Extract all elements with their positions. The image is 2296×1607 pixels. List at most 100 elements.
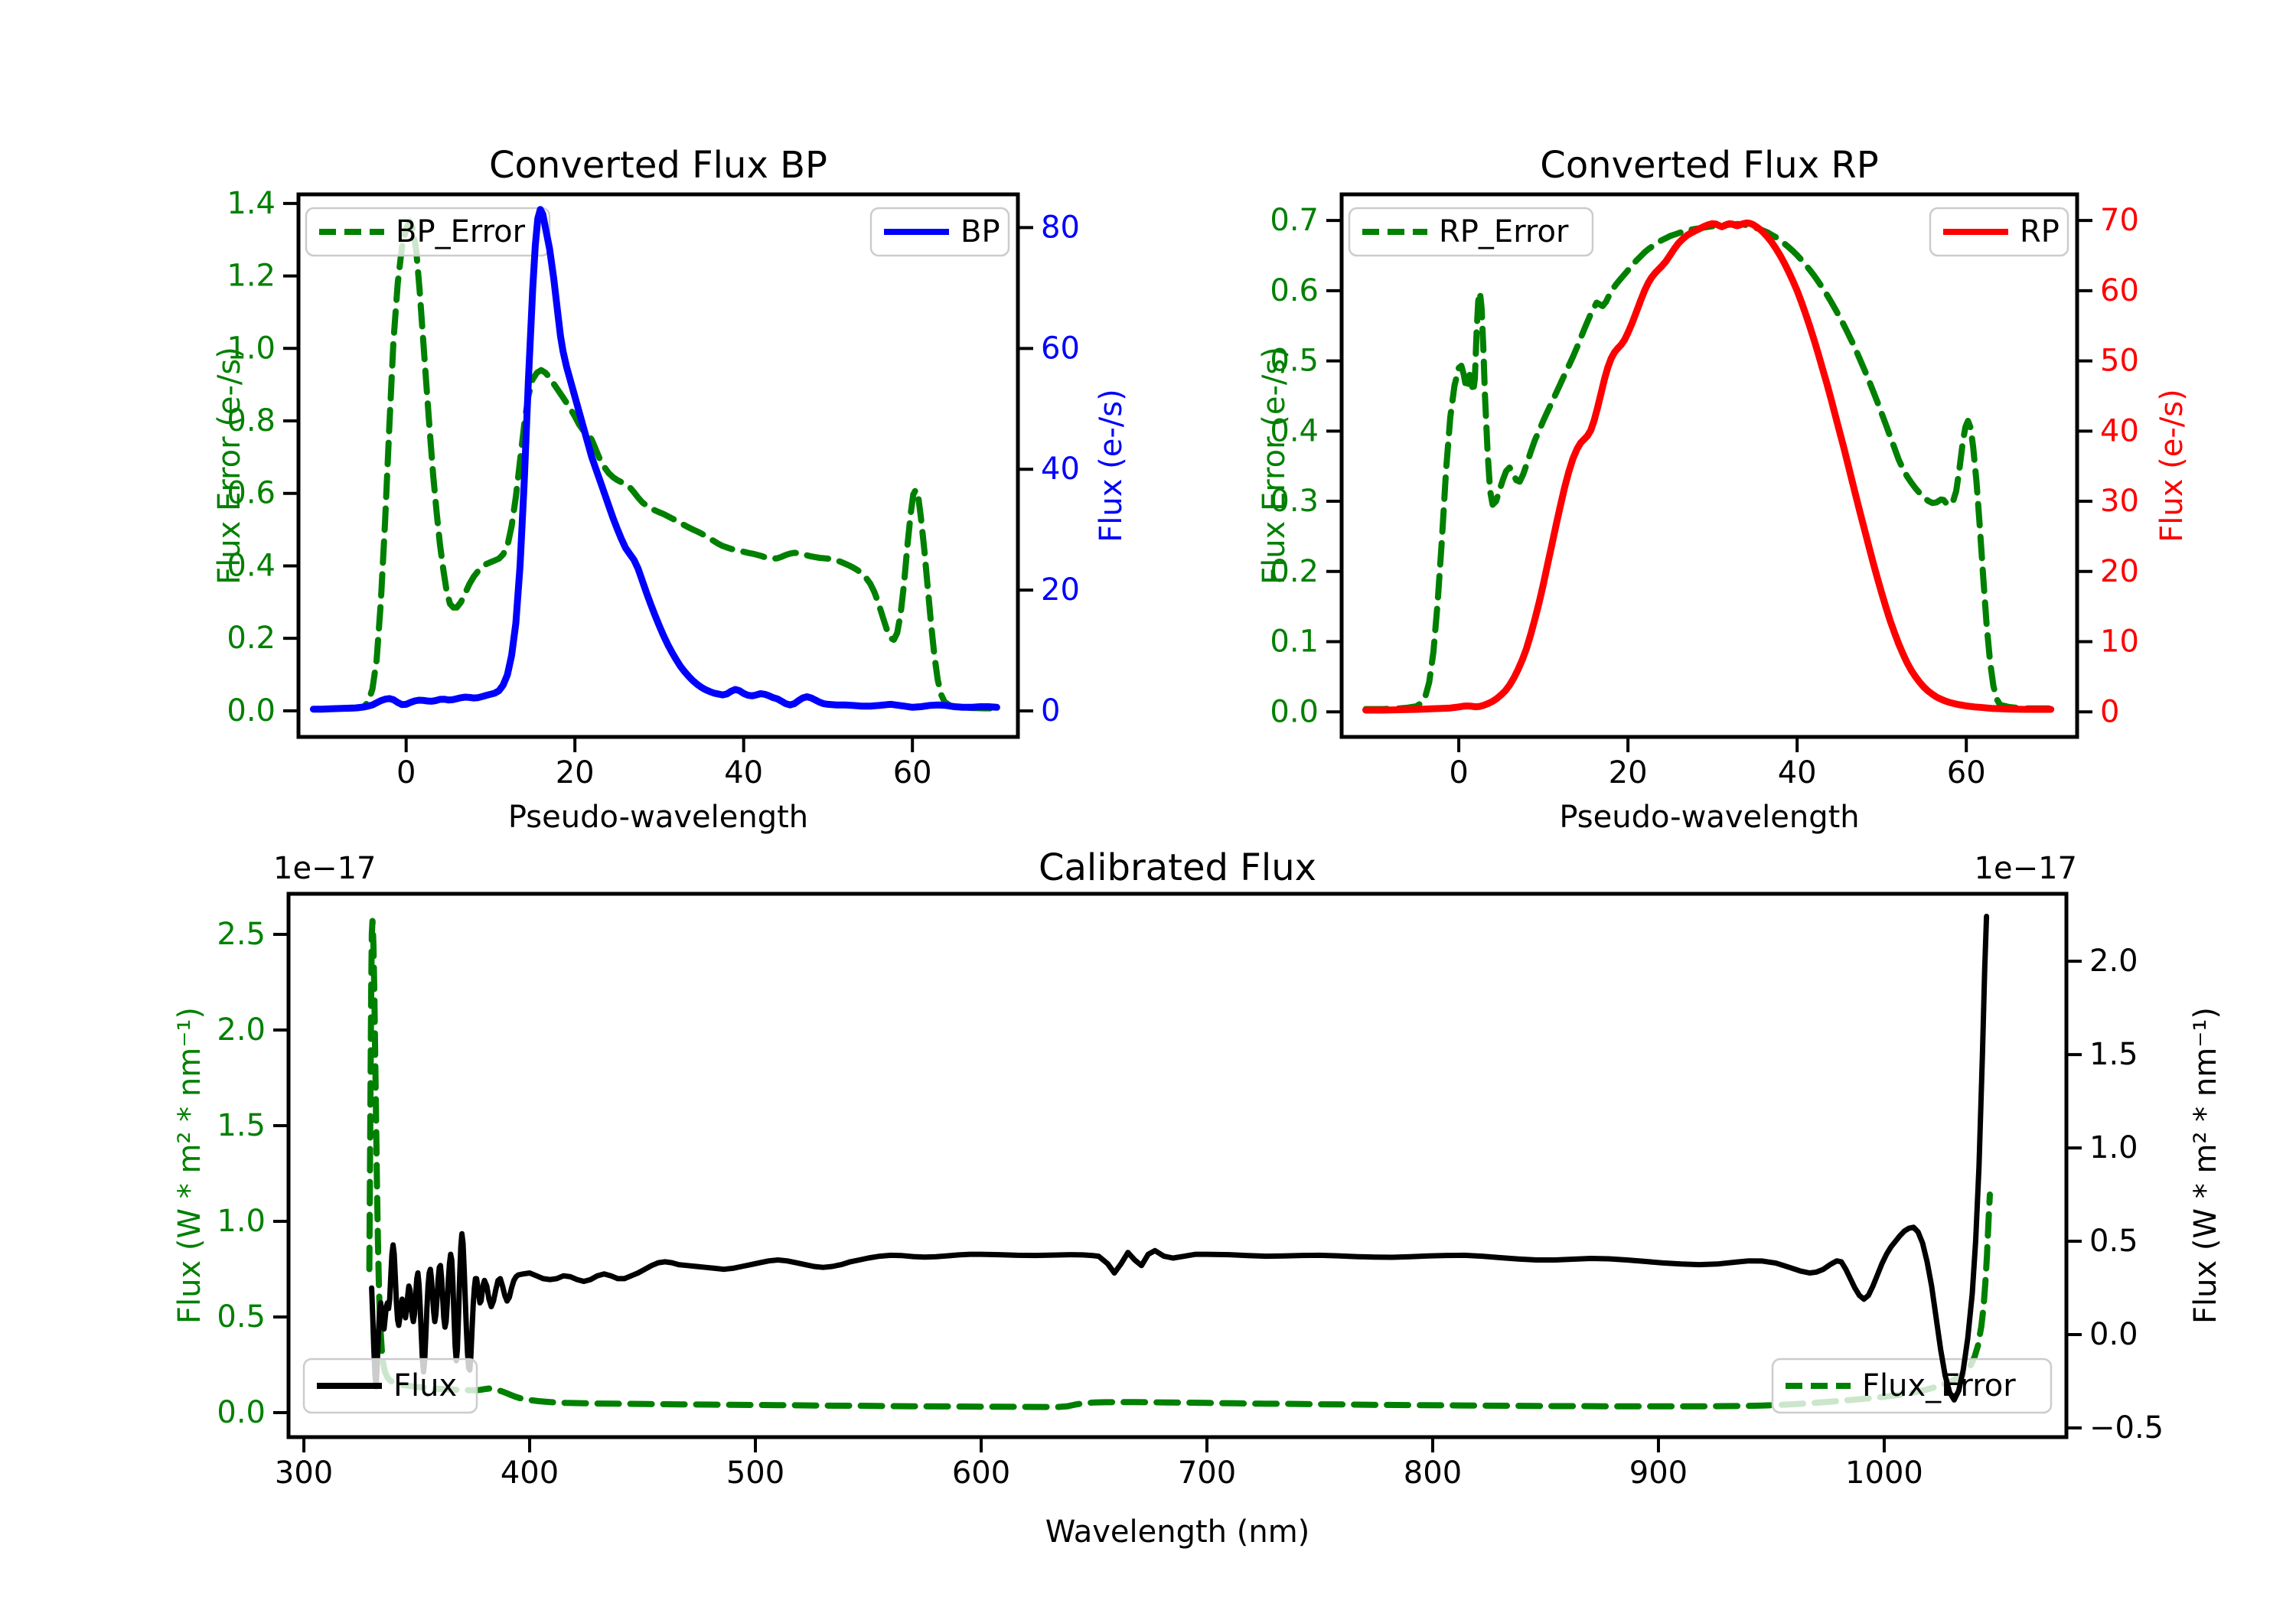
right-tick-label: 10	[2100, 624, 2139, 660]
left-tick-label: 0.6	[1270, 273, 1319, 308]
left-tick-label: 0.2	[1270, 554, 1319, 589]
left-tick-label: 0.5	[217, 1299, 266, 1335]
rp-subplot: 0 20 40 60 0.0 0.1 0.2 0.3 0.4 0.5 0.6 0.7 0 10 20 30 40…	[1257, 192, 2190, 835]
left-tick-label: 0.0	[227, 693, 276, 729]
x-tick-label: 40	[1778, 755, 1817, 790]
legend-label: BP	[960, 214, 1000, 249]
right-tick-label: 1.0	[2089, 1130, 2138, 1165]
legend-label: BP_Error	[396, 214, 526, 249]
left-tick-label: 1.2	[227, 259, 276, 294]
right-tick-label: 0	[1041, 693, 1060, 729]
legend-box	[1771, 1358, 2053, 1414]
left-offset-text: 1e−17	[273, 851, 376, 886]
left-tick-label: 1.0	[217, 1204, 266, 1239]
x-tick-label: 60	[1947, 755, 1986, 790]
legend-bp-error: BP_Error	[305, 207, 551, 257]
left-tick-label: 0.2	[227, 621, 276, 656]
left-tick-label: 0.8	[227, 403, 276, 438]
right-tick-label: 40	[2100, 413, 2139, 448]
left-tick-label: 0.4	[227, 548, 276, 583]
right-tick-label: 40	[1041, 451, 1080, 487]
left-tick-label: 0.0	[217, 1395, 266, 1430]
right-axis-label: Flux (e-/s)	[2154, 389, 2190, 542]
bp-error-line	[310, 218, 1000, 712]
left-axis-label: Flux (W * m² * nm⁻¹)	[172, 1007, 207, 1324]
x-tick-label: 600	[952, 1455, 1010, 1491]
right-tick-label: 2.0	[2089, 944, 2138, 979]
cal-subplot: 300 400 500 600 700 800 900 1000 0.0 0.5 1.0 1.5 2.0…	[172, 851, 2223, 1550]
x-tick-label: 900	[1629, 1455, 1688, 1491]
x-tick-label: 400	[501, 1455, 559, 1491]
rp-chart-title: Converted Flux RP	[1540, 144, 1879, 187]
legend-rp-error: RP_Error	[1348, 207, 1594, 257]
legend-label: Flux_Error	[1862, 1368, 2016, 1403]
x-tick-label: 700	[1178, 1455, 1236, 1491]
axes-frame	[296, 192, 1020, 739]
x-tick-label: 20	[556, 755, 595, 790]
legend-box	[302, 1358, 478, 1414]
flux-line	[369, 914, 1990, 1403]
left-tick-label: 1.0	[227, 331, 276, 366]
cal-chart-title: Calibrated Flux	[1038, 846, 1317, 889]
bp-line	[309, 206, 1000, 713]
legend-rp: RP	[1929, 207, 2069, 257]
flux-error-line	[366, 918, 1993, 1410]
x-tick-label: 40	[724, 755, 763, 790]
x-tick-label: 0	[1449, 755, 1468, 790]
legend-flux: Flux	[302, 1358, 478, 1414]
x-tick-label: 500	[726, 1455, 784, 1491]
bp-subplot: 0 20 40 60 0.0 0.2 0.4 0.6 0.8 1.0 1.2 1.4 0 20 40 60 80…	[212, 186, 1129, 835]
x-tick-label: 20	[1609, 755, 1648, 790]
left-axis-label: Flux Error (e-/s)	[1257, 347, 1292, 585]
right-tick-label: 20	[1041, 572, 1080, 608]
right-tick-label: 50	[2100, 344, 2139, 379]
rp-error-line	[1362, 220, 2054, 712]
x-tick-label: 0	[396, 755, 416, 790]
legend-label: RP	[2020, 214, 2060, 249]
x-axis-label: Pseudo-wavelength	[508, 800, 808, 835]
left-tick-label: 0.0	[1270, 694, 1319, 729]
left-tick-label: 1.4	[227, 186, 276, 221]
legend-label: Flux	[393, 1368, 457, 1403]
left-tick-label: 0.6	[227, 476, 276, 511]
axes-frame	[1339, 192, 2079, 739]
left-tick-label: 0.7	[1270, 203, 1319, 238]
right-tick-label: 70	[2100, 203, 2139, 238]
left-tick-label: 0.5	[1270, 344, 1319, 379]
left-tick-label: 1.5	[217, 1108, 266, 1143]
x-axis-label: Wavelength (nm)	[1045, 1514, 1310, 1550]
right-offset-text: 1e−17	[1975, 851, 2077, 886]
x-tick-label: 1000	[1845, 1455, 1923, 1491]
right-tick-label: 0.0	[2089, 1317, 2138, 1352]
right-tick-label: 0.5	[2089, 1224, 2138, 1259]
right-tick-label: 30	[2100, 484, 2139, 519]
rp-line	[1362, 219, 2055, 714]
legend-label: RP_Error	[1439, 214, 1569, 249]
right-tick-label: −0.5	[2089, 1410, 2164, 1446]
left-tick-label: 2.0	[217, 1012, 266, 1048]
left-tick-label: 0.3	[1270, 484, 1319, 519]
x-tick-label: 300	[275, 1455, 333, 1491]
left-tick-label: 0.4	[1270, 413, 1319, 448]
axes-frame	[286, 892, 2069, 1439]
left-axis-label: Flux Error (e-/s)	[212, 347, 247, 585]
bp-chart-title: Converted Flux BP	[489, 144, 827, 187]
right-tick-label: 60	[1041, 331, 1080, 366]
legend-box	[1348, 207, 1594, 257]
right-tick-label: 60	[2100, 273, 2139, 308]
legend-bp: BP	[869, 207, 1010, 257]
right-axis-label: Flux (e-/s)	[1094, 389, 1129, 542]
x-tick-label: 800	[1404, 1455, 1462, 1491]
right-tick-label: 0	[2100, 694, 2119, 729]
right-tick-label: 1.5	[2089, 1037, 2138, 1072]
legend-flux-error: Flux_Error	[1771, 1358, 2053, 1414]
left-tick-label: 2.5	[217, 917, 266, 952]
x-tick-label: 60	[893, 755, 932, 790]
right-tick-label: 20	[2100, 554, 2139, 589]
x-axis-label: Pseudo-wavelength	[1559, 800, 1859, 835]
left-tick-label: 0.1	[1270, 624, 1319, 660]
right-tick-label: 80	[1041, 210, 1080, 245]
right-axis-label: Flux (W * m² * nm⁻¹)	[2188, 1007, 2223, 1324]
